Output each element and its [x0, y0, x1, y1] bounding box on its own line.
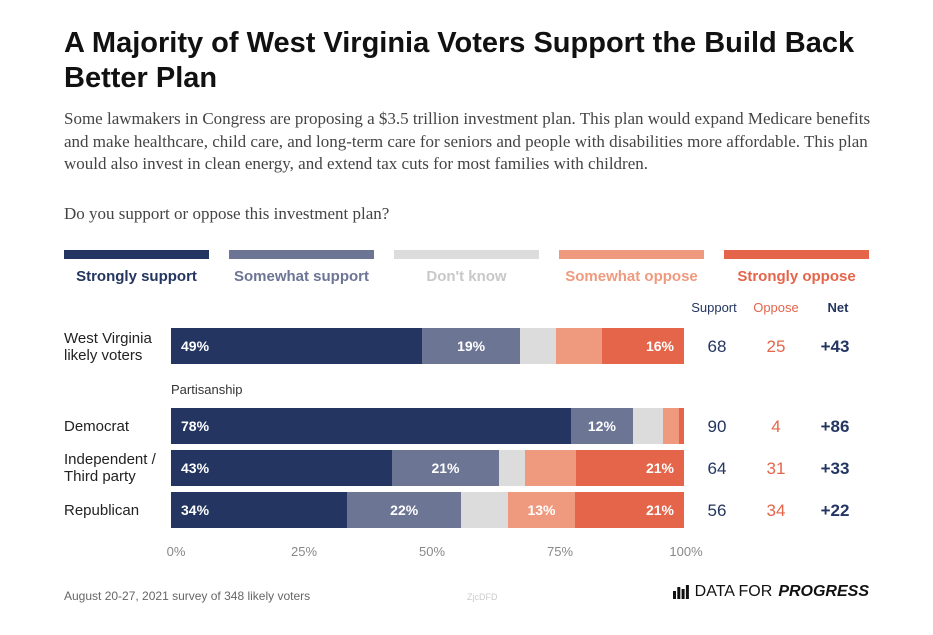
legend-label: Somewhat oppose — [565, 268, 698, 285]
segment-strongly-support — [171, 492, 348, 528]
x-tick-label: 100% — [669, 544, 703, 559]
bar-chart-icon — [672, 585, 689, 599]
segment-strongly-oppose — [678, 408, 684, 444]
row-label-line: Independent / — [64, 451, 156, 468]
legend-item-somewhat-oppose: Somewhat oppose — [559, 250, 704, 285]
legend-label: Somewhat support — [233, 268, 369, 285]
oppose-value: 34 — [766, 501, 786, 520]
oppose-value: 25 — [766, 337, 786, 356]
legend-swatch — [394, 250, 539, 259]
brand-prefix: DATA FOR — [694, 583, 773, 600]
section-label-partisanship: Partisanship — [171, 382, 243, 397]
watermark: ZjcDFD — [467, 592, 498, 602]
legend-label: Don't know — [426, 268, 507, 285]
net-value: +33 — [820, 459, 850, 478]
segment-value-label: 21% — [645, 460, 674, 476]
segment-somewhat-oppose — [555, 328, 602, 364]
legend-item-dont-know: Don't know — [394, 250, 539, 285]
row-label-democrat: Democrat — [64, 418, 174, 435]
x-tick-label: 25% — [290, 544, 318, 559]
brand-logo: DATA FOR PROGRESS — [672, 583, 869, 601]
brand-emphasis: PROGRESS — [778, 583, 869, 600]
row-label-line: West Virginia — [64, 330, 152, 347]
row-label-line: Republican — [64, 502, 140, 519]
support-value: 64 — [707, 459, 727, 478]
row-label-republican: Republican — [64, 502, 174, 519]
support-value: 68 — [707, 337, 727, 356]
segment-somewhat-support — [422, 328, 520, 364]
net-value: +22 — [820, 501, 850, 520]
x-tick-label: 0% — [166, 544, 186, 559]
segment-somewhat-support — [347, 492, 462, 528]
segment-strongly-oppose — [576, 450, 684, 486]
support-value: 56 — [707, 501, 727, 520]
legend-swatch — [64, 250, 209, 259]
segment-value-label: 34% — [181, 502, 210, 518]
segment-strongly-oppose — [601, 328, 684, 364]
x-tick-label: 50% — [418, 544, 446, 559]
survey-question: Do you support or oppose this investment… — [64, 204, 390, 223]
legend-item-strongly-oppose: Strongly oppose — [724, 250, 869, 285]
segment-dont-know — [632, 408, 664, 444]
support-value: 90 — [707, 417, 727, 436]
segment-somewhat-support — [571, 408, 633, 444]
segment-value-label: 12% — [587, 418, 616, 434]
oppose-value: 4 — [771, 417, 781, 436]
chart-subtitle: Some lawmakers in Congress are proposing… — [64, 109, 871, 173]
row-label-independent: Independent / Third party — [64, 451, 174, 485]
segment-strongly-support — [171, 328, 423, 364]
x-tick-label: 75% — [546, 544, 574, 559]
column-header-net: Net — [827, 300, 849, 315]
column-header-oppose: Oppose — [753, 300, 799, 315]
segment-value-label: 21% — [431, 460, 460, 476]
segment-value-label: 49% — [181, 338, 210, 354]
segment-value-label: 19% — [457, 338, 486, 354]
segment-dont-know — [461, 492, 508, 528]
segment-strongly-oppose — [575, 492, 684, 528]
legend-swatch — [559, 250, 704, 259]
bar-row-democrat: 78% 12% — [171, 408, 684, 444]
segment-value-label: 16% — [645, 338, 674, 354]
legend-swatch — [229, 250, 374, 259]
segment-value-label: 21% — [645, 502, 674, 518]
legend-swatch — [724, 250, 869, 259]
row-label-line: Democrat — [64, 418, 130, 435]
legend-label: Strongly support — [76, 268, 197, 285]
segment-value-label: 43% — [181, 460, 210, 476]
legend-label: Strongly oppose — [737, 268, 856, 285]
net-value: +43 — [820, 337, 850, 356]
segment-value-label: 13% — [527, 502, 556, 518]
segment-value-label: 22% — [390, 502, 419, 518]
survey-footnote: August 20-27, 2021 survey of 348 likely … — [64, 589, 311, 603]
column-header-support: Support — [691, 300, 737, 315]
row-label-line: likely voters — [64, 347, 143, 364]
segment-somewhat-support — [391, 450, 500, 486]
segment-somewhat-oppose — [507, 492, 576, 528]
chart-title: A Majority of West Virginia Voters Suppo… — [64, 27, 855, 94]
legend-item-strongly-support: Strongly support — [64, 250, 209, 285]
row-label-line: Third party — [64, 468, 136, 485]
segment-dont-know — [519, 328, 556, 364]
segment-somewhat-oppose — [663, 408, 679, 444]
segment-dont-know — [499, 450, 525, 486]
segment-strongly-support — [171, 450, 392, 486]
oppose-value: 31 — [766, 459, 786, 478]
bar-row-wv: 49% 19% 16% — [171, 328, 684, 364]
segment-strongly-support — [171, 408, 572, 444]
legend-item-somewhat-support: Somewhat support — [229, 250, 374, 285]
row-label-wv: West Virginia likely voters — [64, 330, 174, 364]
segment-value-label: 78% — [181, 418, 210, 434]
bar-row-republican: 34% 22% 13% 21% — [171, 492, 684, 528]
segment-somewhat-oppose — [524, 450, 577, 486]
net-value: +86 — [820, 417, 850, 436]
bar-row-independent: 43% 21% 21% — [171, 450, 684, 486]
